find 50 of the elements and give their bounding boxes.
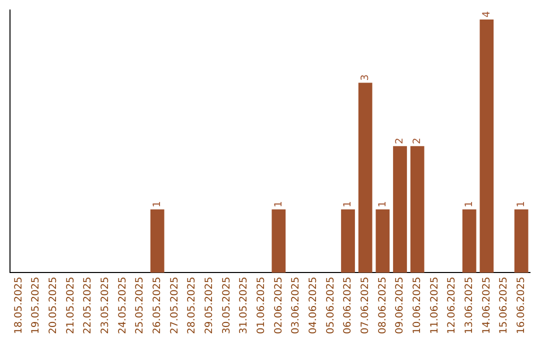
data-label: 2: [412, 138, 423, 144]
x-tick-label: 16.06.2025: [516, 276, 527, 334]
x-tick-label: 28.05.2025: [186, 276, 198, 334]
x-tick-label: 05.06.2025: [325, 276, 336, 334]
x-tick-label: 07.06.2025: [360, 276, 371, 334]
x-tick-label: 15.06.2025: [498, 276, 510, 334]
data-label: 1: [152, 201, 163, 208]
x-tick-label: 26.05.2025: [152, 276, 163, 334]
x-tick-label: 09.06.2025: [394, 276, 406, 334]
x-tick-label: 30.05.2025: [221, 276, 232, 334]
data-label: 1: [377, 201, 388, 208]
bar: [393, 146, 407, 273]
x-tick-label: 29.05.2025: [204, 276, 215, 334]
bar: [150, 209, 164, 273]
data-label: 1: [342, 201, 354, 208]
x-tick-label: 01.06.2025: [256, 276, 267, 334]
data-label: 4: [481, 11, 492, 18]
x-tick-label: 18.05.2025: [13, 276, 24, 334]
data-label: 1: [516, 201, 527, 208]
x-tick-label: 23.05.2025: [100, 276, 111, 334]
x-tick-label: 08.06.2025: [377, 276, 388, 334]
x-tick-label: 03.06.2025: [290, 276, 302, 334]
x-tick-label: 24.05.2025: [117, 276, 128, 334]
data-label: 3: [360, 74, 371, 81]
x-tick-label: 10.06.2025: [412, 276, 423, 334]
data-label: 2: [394, 138, 406, 144]
x-tick-label: 21.05.2025: [65, 276, 76, 334]
data-label: 1: [464, 201, 475, 208]
bar: [272, 209, 286, 273]
x-tick-label: 14.06.2025: [481, 276, 492, 334]
bar: [410, 146, 424, 273]
x-tick-label: 02.06.2025: [273, 276, 284, 334]
bar: [376, 209, 390, 273]
bar: [480, 19, 494, 273]
bar: [341, 209, 355, 273]
x-tick-label: 20.05.2025: [48, 276, 59, 334]
x-tick-label: 12.06.2025: [446, 276, 458, 334]
x-tick-label: 04.06.2025: [308, 276, 319, 334]
x-tick-label: 13.06.2025: [464, 276, 475, 334]
x-tick-label: 22.05.2025: [82, 276, 94, 334]
x-tick-label: 31.05.2025: [238, 276, 250, 334]
x-tick-label: 11.06.2025: [429, 276, 440, 334]
bar: [514, 209, 528, 273]
x-tick-label: 27.05.2025: [169, 276, 180, 334]
bar: [358, 82, 372, 273]
x-tick-label: 25.05.2025: [134, 276, 146, 334]
x-tick-label: 06.06.2025: [342, 276, 354, 334]
bar: [462, 209, 476, 273]
data-label: 1: [273, 201, 284, 208]
x-tick-label: 19.05.2025: [30, 276, 42, 334]
